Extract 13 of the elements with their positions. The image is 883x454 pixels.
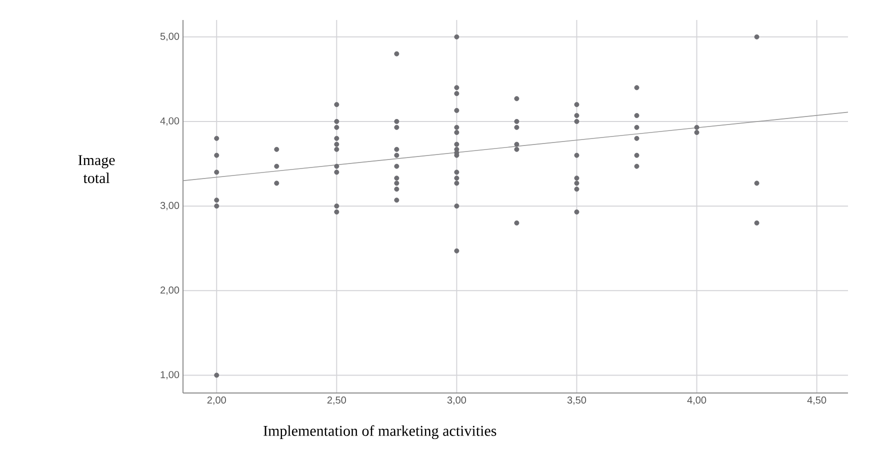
x-tick-label: 2,00 — [207, 396, 226, 405]
y-tick-label: 5,00 — [160, 32, 180, 42]
x-tick-label: 3,50 — [567, 396, 586, 405]
y-axis-title: Image total — [78, 155, 115, 184]
x-axis-title: Implementation of marketing activities — [264, 425, 496, 440]
x-tick-label: 3,00 — [447, 396, 466, 405]
x-tick-label: 2,50 — [327, 396, 346, 405]
x-tick-label: 4,00 — [687, 396, 706, 405]
y-tick-label: 1,00 — [160, 371, 180, 380]
y-tick-label: 4,00 — [160, 117, 180, 126]
y-tick-label: 2,00 — [160, 286, 180, 295]
x-tick-label: 4,50 — [807, 396, 826, 405]
y-tick-label: 3,00 — [160, 202, 180, 210]
